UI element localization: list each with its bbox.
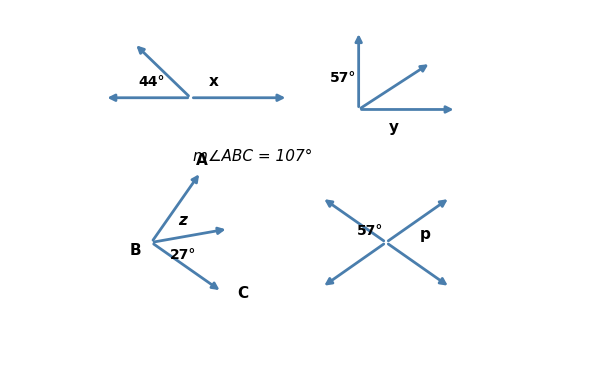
Text: z: z	[178, 213, 187, 228]
Text: 44°: 44°	[138, 75, 164, 89]
Text: 57°: 57°	[330, 71, 356, 85]
Text: p: p	[419, 227, 431, 242]
Text: y: y	[389, 120, 399, 135]
Text: B: B	[130, 243, 142, 258]
Text: m∠ABC = 107°: m∠ABC = 107°	[193, 149, 313, 164]
Text: C: C	[238, 286, 248, 301]
Text: A: A	[196, 153, 208, 168]
Text: 27°: 27°	[170, 248, 196, 262]
Text: x: x	[209, 74, 219, 89]
Text: 57°: 57°	[357, 224, 383, 238]
